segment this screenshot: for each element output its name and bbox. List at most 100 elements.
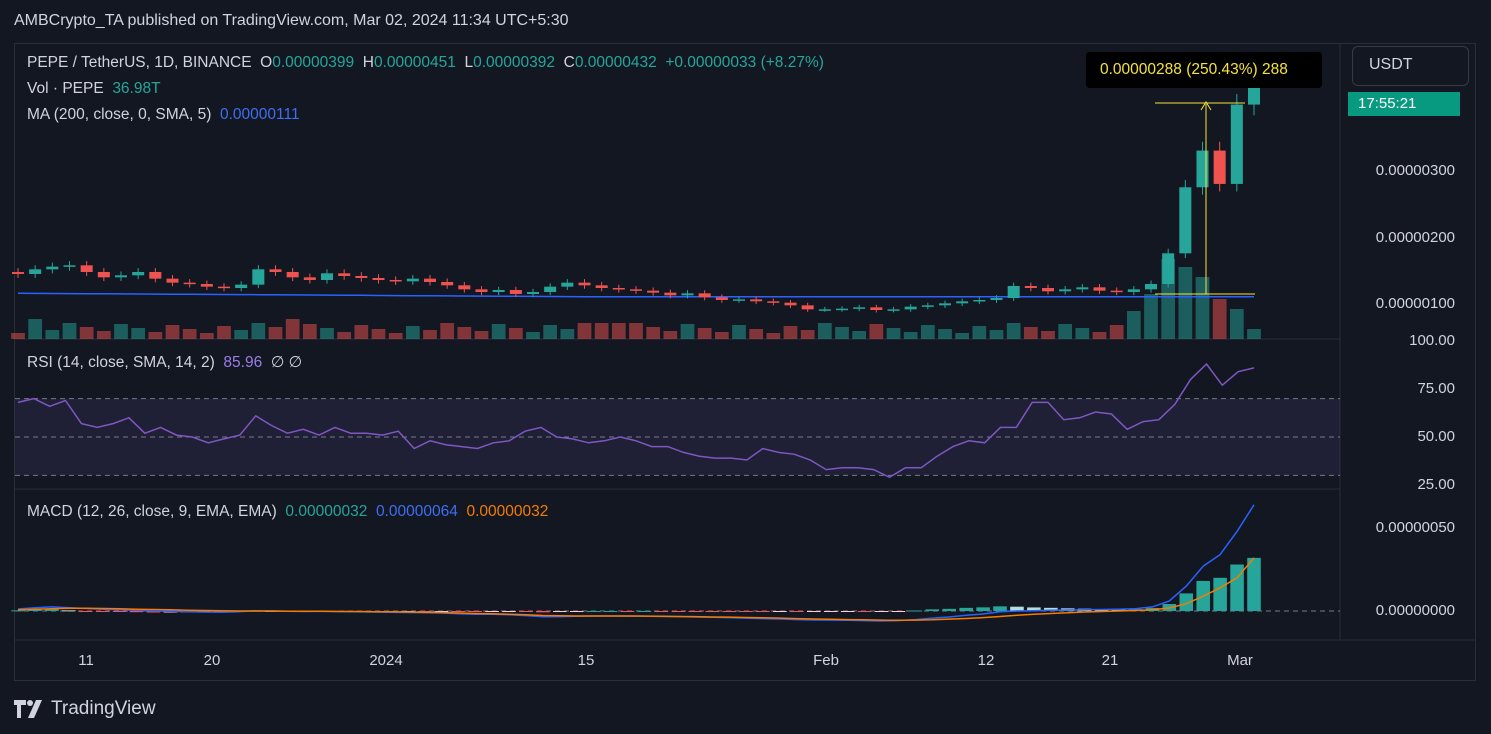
macd-histogram-bar: [705, 611, 719, 612]
open-value: 0.00000399: [272, 54, 355, 71]
candle-body: [235, 284, 248, 288]
candle-body: [1144, 283, 1158, 290]
macd-histogram-bar: [857, 611, 872, 612]
ma-line: [17, 292, 1254, 298]
candle-body: [1041, 287, 1055, 292]
volume-bar: [663, 331, 678, 339]
macd-histogram-bar: [756, 611, 770, 612]
macd-histogram-bar: [11, 610, 25, 612]
volume-bar: [285, 319, 300, 339]
volume-bar: [440, 323, 455, 339]
candle-body: [698, 293, 711, 298]
volume-bar: [594, 323, 609, 339]
volume-bar: [611, 323, 626, 339]
candle-body: [921, 305, 934, 307]
volume-bar: [680, 324, 695, 339]
volume-bar: [938, 329, 952, 339]
volume-bar: [1092, 332, 1107, 339]
candle-body: [578, 282, 591, 286]
macd-legend: MACD (12, 26, close, 9, EMA, EMA) 0.0000…: [27, 503, 548, 521]
rsi-tick: 25.00: [1417, 476, 1455, 493]
time-tick: 11: [78, 652, 94, 669]
candle-body: [475, 289, 488, 292]
candle-body: [1007, 285, 1020, 298]
volume-bar: [199, 333, 214, 339]
volume-bar: [835, 327, 849, 339]
volume-bar: [474, 331, 489, 339]
candle-body: [750, 299, 763, 302]
volume-bar: [320, 328, 334, 339]
candle-body: [956, 301, 969, 304]
macd-histogram-bar: [959, 607, 973, 611]
candle-body: [681, 293, 694, 296]
macd-histogram-bar: [519, 611, 533, 612]
volume-bar: [526, 332, 540, 339]
macd-histogram-bar: [129, 611, 144, 613]
change-value: +0.00000033 (+8.27%): [665, 54, 824, 71]
high-label: H: [362, 54, 374, 71]
volume-bar: [96, 331, 111, 339]
candle-body: [303, 277, 316, 280]
time-tick: 21: [1101, 652, 1119, 669]
candle-body: [441, 281, 454, 286]
candle-body: [801, 305, 814, 310]
candle-body: [767, 301, 780, 303]
candle-body: [29, 269, 42, 274]
volume-bar: [423, 330, 437, 339]
candle-body: [1024, 285, 1037, 288]
currency-select[interactable]: USDT: [1352, 46, 1469, 86]
macd-histogram-bar: [112, 611, 127, 612]
volume-bar: [491, 324, 506, 339]
volume-bar: [766, 333, 781, 339]
time-tick: 20: [203, 652, 221, 669]
macd-histogram-bar: [722, 611, 736, 612]
volume-bar: [1212, 299, 1227, 339]
volume-bar: [629, 323, 643, 339]
high-value: 0.00000451: [373, 54, 456, 71]
volume-label[interactable]: Vol · PEPE: [27, 80, 104, 97]
candle-body: [492, 289, 505, 292]
macd-histogram-bar: [739, 611, 753, 612]
candle-body: [715, 297, 728, 300]
volume-bar: [955, 333, 970, 339]
volume-bar: [302, 324, 317, 339]
volume-bar: [28, 319, 43, 339]
volume-bar: [749, 329, 764, 339]
volume-bar: [1109, 325, 1124, 339]
macd-histogram-bar: [942, 608, 957, 611]
tradingview-logo-icon: [14, 700, 42, 718]
macd-histogram-bar: [451, 611, 465, 612]
volume-bar: [1023, 327, 1038, 339]
time-tick: Feb: [813, 652, 839, 669]
candle-body: [818, 309, 831, 311]
candle-body: [612, 287, 625, 290]
chart-frame: [14, 43, 1476, 681]
volume-bar: [1144, 294, 1158, 339]
volume-bar: [852, 331, 867, 339]
volume-bar: [1126, 311, 1141, 339]
candle-body: [63, 265, 76, 267]
candle-body: [938, 303, 952, 306]
rsi-label[interactable]: RSI (14, close, SMA, 14, 2): [27, 354, 215, 371]
macd-histogram-bar: [1179, 593, 1194, 611]
volume-bar: [1247, 329, 1261, 339]
volume-bar: [646, 327, 661, 339]
rsi-value: 85.96: [223, 354, 263, 371]
candle-body: [835, 308, 849, 311]
volume-bar: [79, 327, 94, 339]
macd-histogram-bar: [502, 611, 516, 612]
tradingview-logo[interactable]: TradingView: [14, 698, 156, 720]
candle-body: [544, 286, 557, 292]
ma-label[interactable]: MA (200, close, 0, SMA, 5): [27, 106, 212, 123]
macd-label[interactable]: MACD (12, 26, close, 9, EMA, EMA): [27, 503, 277, 520]
candle-body: [149, 271, 162, 279]
candle-body: [1230, 104, 1243, 184]
volume-bar: [182, 329, 197, 339]
symbol-label[interactable]: PEPE / TetherUS, 1D, BINANCE: [27, 54, 252, 71]
price-legend: PEPE / TetherUS, 1D, BINANCE O0.00000399…: [27, 54, 824, 72]
volume-bar: [388, 333, 403, 339]
candle-body: [423, 278, 437, 282]
candle-body: [46, 266, 59, 270]
candle-body: [1162, 253, 1175, 284]
